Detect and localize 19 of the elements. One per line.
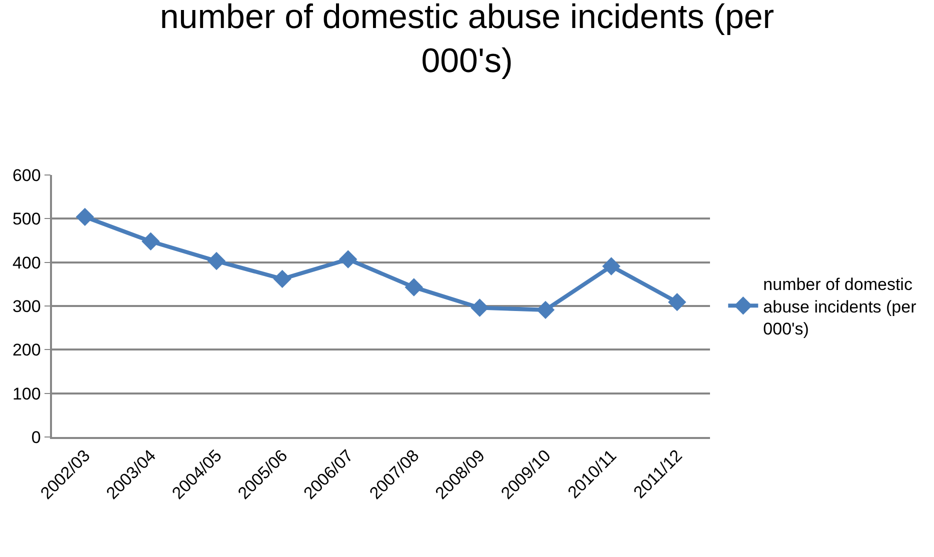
y-tick-label: 400: [12, 253, 41, 272]
y-tick-label: 0: [31, 428, 41, 447]
point: [668, 292, 686, 312]
y-tick-label: 100: [12, 384, 41, 404]
y-tick-label: 200: [12, 340, 41, 360]
y-tick-label: 600: [12, 166, 41, 185]
point: [142, 232, 160, 250]
point: [602, 257, 620, 276]
chart-title: number of domestic abuse incidents (per 000's): [160, 0, 774, 80]
point: [536, 300, 555, 320]
point: [339, 250, 358, 268]
y-tick-label: 300: [12, 296, 41, 316]
point: [76, 208, 94, 226]
point: [207, 252, 226, 270]
point: [404, 278, 423, 296]
y-tick-label: 500: [12, 210, 41, 229]
point: [273, 270, 292, 288]
point: [470, 298, 489, 317]
legend-label: number of domestic abuse incidents (per 000's): [763, 275, 917, 338]
